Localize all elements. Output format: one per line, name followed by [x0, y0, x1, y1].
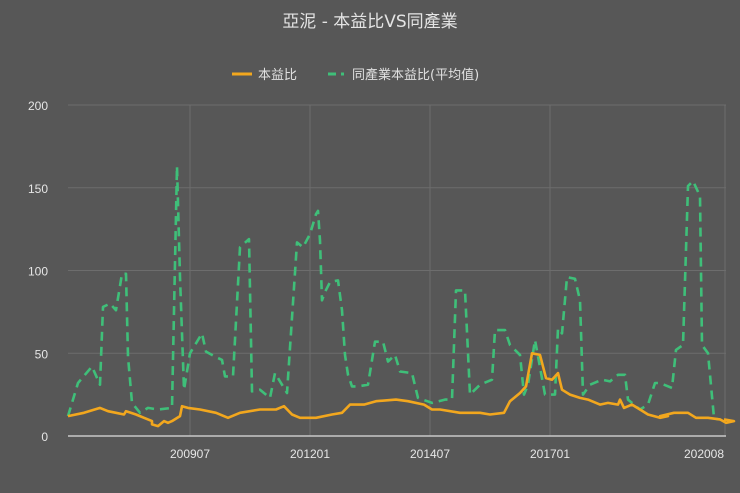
- x-tick-label: 201201: [290, 447, 330, 461]
- x-tick-label: 201407: [410, 447, 450, 461]
- legend-item-industry-pe[interactable]: 同產業本益比(平均值): [328, 67, 479, 83]
- x-tick-label: 202008: [684, 447, 724, 461]
- x-axis: 200907 201201 201407 201701 202008: [68, 105, 726, 461]
- plot-area: [66, 164, 736, 428]
- series-pe-line: [67, 351, 736, 428]
- x-tick-label: 201701: [530, 447, 570, 461]
- y-axis: 0 50 100 150 200: [28, 99, 726, 444]
- y-tick-label: 150: [28, 182, 48, 196]
- y-tick-label: 50: [35, 347, 49, 361]
- legend: 本益比 同產業本益比(平均值): [232, 67, 479, 83]
- legend-label-pe: 本益比: [258, 68, 297, 83]
- y-tick-label: 100: [28, 265, 48, 279]
- series-industry-pe-line: [66, 164, 719, 421]
- x-tick-label: 200907: [170, 447, 210, 461]
- y-tick-label: 200: [28, 99, 48, 113]
- chart-title: 亞泥 - 本益比VS同產業: [282, 12, 457, 32]
- legend-label-industry-pe: 同產業本益比(平均值): [352, 67, 479, 83]
- y-tick-label: 0: [41, 430, 48, 444]
- legend-item-pe[interactable]: 本益比: [232, 68, 297, 83]
